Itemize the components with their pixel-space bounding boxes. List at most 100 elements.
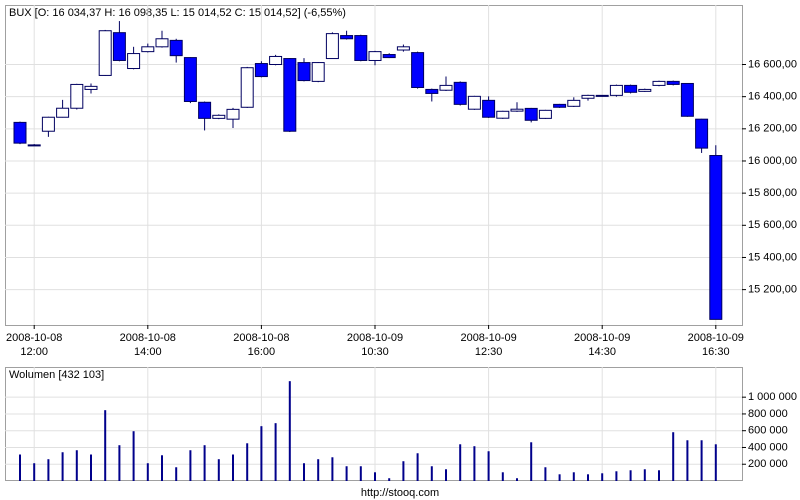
volume-bar (388, 478, 391, 481)
volume-bar (246, 443, 249, 481)
volume-bar (274, 423, 277, 481)
candle-body (680, 82, 694, 117)
volume-title: Wolumen [432 103] (9, 369, 104, 381)
volume-bar (161, 455, 163, 481)
volume-bar (558, 474, 561, 481)
volume-bar (175, 467, 178, 481)
candle-body (425, 88, 439, 94)
x-tick-label: 12:00 (20, 346, 48, 358)
candle-body (226, 108, 240, 120)
volume-bar (61, 452, 64, 481)
candle-body (553, 103, 567, 108)
candle-body (84, 85, 98, 90)
y-tick-label: 15 600,00 (748, 219, 797, 231)
y-tick-label: 800 000 (748, 408, 788, 420)
x-tick-label: 16:00 (248, 346, 276, 358)
candle-body (595, 94, 609, 97)
candle-body (439, 84, 453, 91)
volume-bar (359, 466, 362, 481)
volume-bar (146, 463, 149, 481)
volume-bar (587, 474, 589, 481)
volume-bar (132, 431, 135, 481)
candle-body (510, 108, 524, 112)
volume-panel (5, 367, 743, 481)
candle-body (254, 63, 268, 78)
candle-body (581, 94, 595, 99)
y-tick-label: 16 600,00 (748, 58, 797, 70)
x-tick-label: 12:30 (475, 346, 503, 358)
candle-body (13, 121, 27, 144)
candle-body (183, 57, 197, 102)
volume-bar (629, 470, 632, 481)
volume-bar (33, 463, 36, 481)
candle-body (311, 62, 325, 82)
volume-bar (672, 432, 675, 481)
volume-bar (260, 426, 263, 481)
volume-bar (459, 444, 462, 481)
volume-bar (714, 444, 717, 481)
x-tick-label: 2008-10-08 (6, 332, 62, 344)
candle-body (354, 35, 368, 61)
volume-bar (47, 459, 50, 481)
footer: http://stooq.com (361, 487, 439, 499)
y-tick-label: 200 000 (748, 458, 788, 470)
y-tick-label: 15 200,00 (748, 284, 797, 296)
volume-bar (90, 454, 92, 481)
x-tick-label: 2008-10-09 (460, 332, 516, 344)
volume-bar (402, 461, 405, 481)
y-tick-label: 16 400,00 (748, 91, 797, 103)
candle-body (538, 109, 552, 119)
candle-body (382, 54, 396, 59)
x-tick-label: 14:30 (588, 346, 616, 358)
volume-bar (501, 472, 504, 481)
volume-bar (686, 440, 689, 481)
volume-bar (516, 478, 518, 481)
volume-bar (416, 453, 419, 481)
volume-bar (203, 445, 206, 481)
y-tick-label: 400 000 (748, 441, 788, 453)
candle-body (269, 55, 283, 65)
candle-body (666, 80, 680, 85)
volume-bar (331, 457, 334, 481)
volume-bar (700, 440, 703, 481)
x-tick-label: 10:30 (361, 346, 389, 358)
volume-bar (658, 470, 660, 481)
candle-body (56, 107, 70, 118)
candle-body (709, 155, 723, 320)
candle-body (41, 116, 55, 132)
candle-body (325, 33, 339, 60)
candle-body (496, 110, 510, 119)
volume-bar (445, 469, 447, 481)
volume-bar (104, 410, 107, 481)
volume-bar (572, 472, 575, 481)
candle-body (652, 80, 666, 86)
candle-body (169, 39, 183, 57)
y-tick-label: 600 000 (748, 425, 788, 437)
volume-bar (473, 446, 476, 481)
y-tick-label: 16 200,00 (748, 123, 797, 135)
candle-body (297, 62, 311, 82)
volume-bar (374, 472, 376, 481)
candle-body (411, 52, 425, 88)
candle-body (524, 107, 538, 121)
volume-bar (232, 454, 234, 481)
candle-body (70, 83, 84, 109)
x-tick-label: 2008-10-09 (688, 332, 744, 344)
candle-body (567, 99, 581, 107)
volume-bar (217, 459, 220, 481)
candle-body (340, 35, 354, 40)
volume-bar (288, 381, 291, 481)
candle-body (127, 53, 141, 70)
candle-body (695, 118, 709, 149)
candle-body (112, 32, 126, 61)
volume-bar (303, 463, 305, 481)
chart-title: BUX [O: 16 034,37 H: 16 098,35 L: 15 014… (9, 7, 346, 19)
candle-body (482, 99, 496, 118)
x-tick-label: 2008-10-09 (347, 332, 403, 344)
candle-body (467, 95, 481, 110)
candle-body (638, 88, 652, 92)
volume-bar (487, 451, 490, 481)
candle-body (609, 84, 623, 96)
